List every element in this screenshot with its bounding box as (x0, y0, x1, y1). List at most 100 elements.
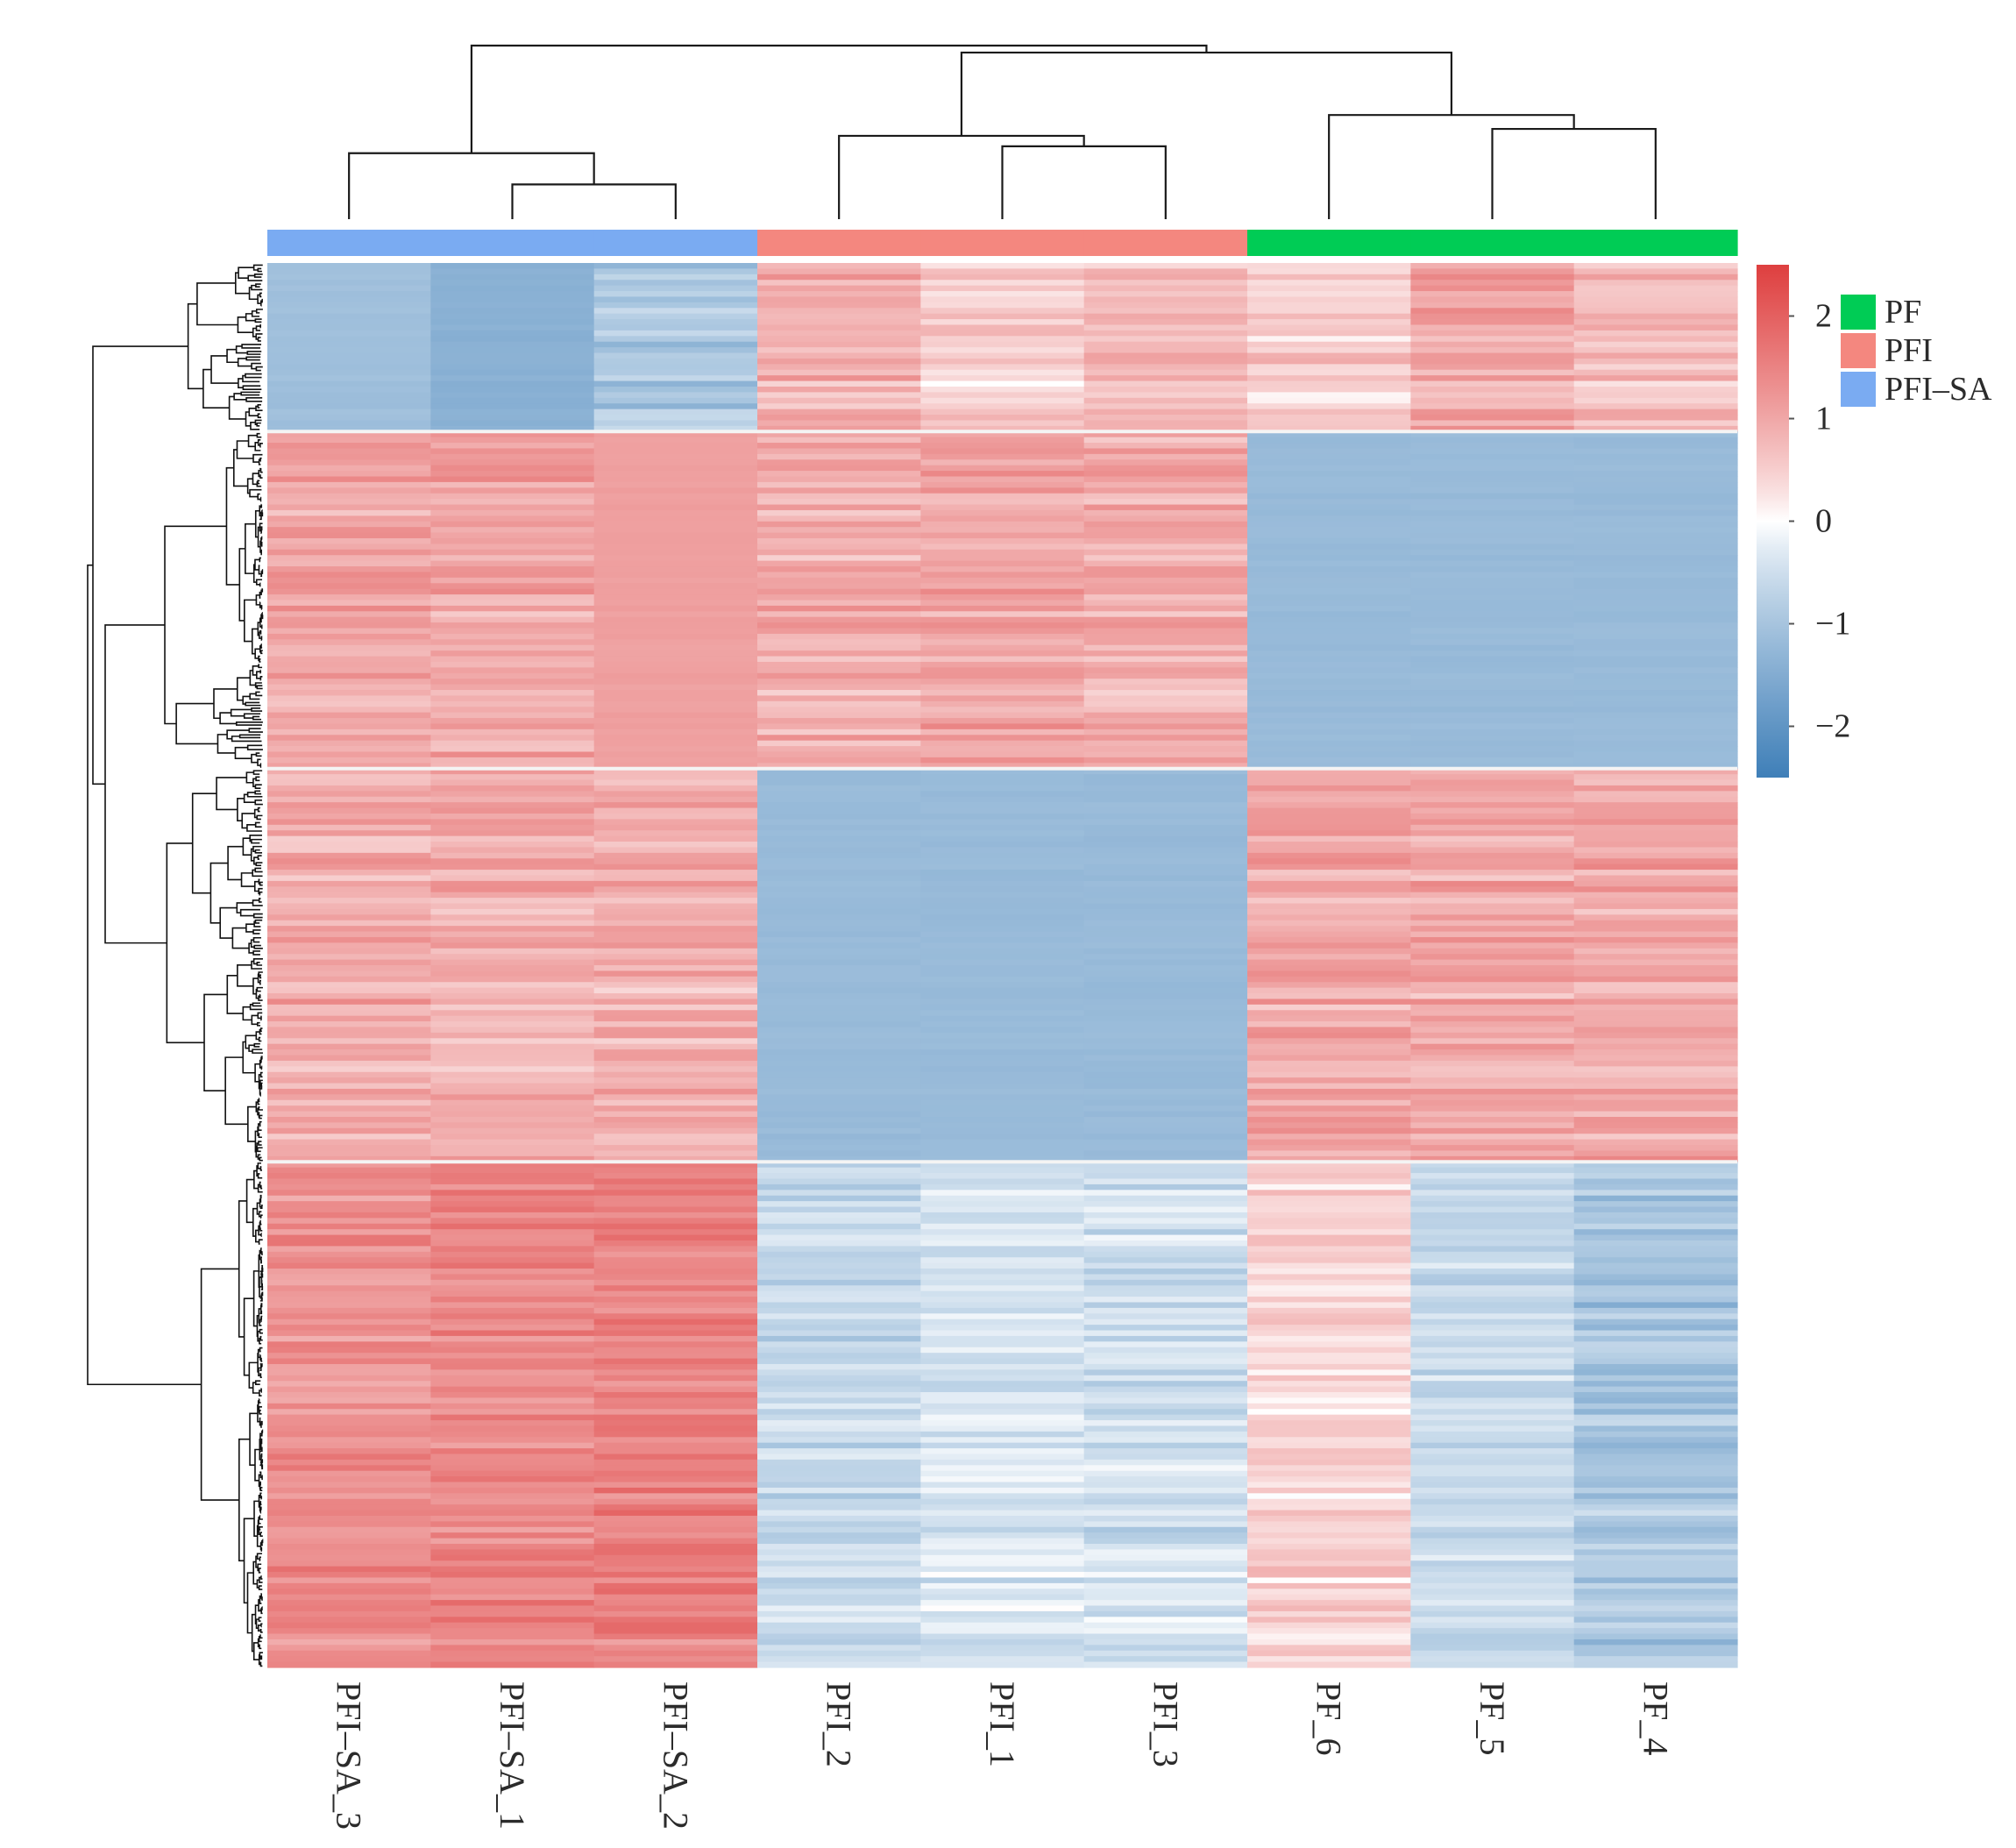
heatmap-cell (1083, 628, 1248, 635)
heatmap-cell (1410, 842, 1575, 849)
heatmap-cell (1083, 1077, 1248, 1084)
heatmap-cell (757, 1454, 921, 1461)
heatmap-cell (920, 302, 1085, 309)
heatmap-cell (1410, 1043, 1575, 1050)
row-dendrogram-branch (243, 1517, 255, 1604)
heatmap-cell (757, 1139, 921, 1146)
heatmap-cell (1247, 493, 1411, 500)
row-dendrogram-branch (258, 1567, 261, 1574)
heatmap-cell (1083, 1661, 1248, 1668)
heatmap-cell (1247, 1032, 1411, 1039)
heatmap-cell (593, 1234, 758, 1241)
heatmap-cell (1573, 1060, 1738, 1067)
heatmap-cell (1410, 707, 1575, 714)
heatmap-cell (757, 1229, 921, 1236)
heatmap-cell (757, 1409, 921, 1416)
heatmap-cell (430, 1605, 595, 1612)
heatmap-cell (267, 1544, 431, 1551)
heatmap-cell (430, 1297, 595, 1304)
heatmap-cell (1083, 443, 1248, 450)
heatmap-cell (1083, 1353, 1248, 1360)
heatmap-cell (1247, 1274, 1411, 1281)
heatmap-cell (430, 1560, 595, 1567)
heatmap-cell (593, 1605, 758, 1612)
heatmap-cell (920, 555, 1085, 562)
heatmap-cell (1410, 802, 1575, 809)
heatmap-cell (1247, 813, 1411, 820)
heatmap-cell (1083, 308, 1248, 315)
heatmap-cell (757, 920, 921, 927)
heatmap-cell (267, 1549, 431, 1556)
row-dendrogram-branch (241, 813, 255, 829)
heatmap-cell (1247, 392, 1411, 399)
heatmap-cell (757, 672, 921, 679)
heatmap-cell (430, 633, 595, 640)
heatmap-cell (430, 611, 595, 618)
heatmap-cell (1083, 880, 1248, 887)
heatmap-cell (757, 903, 921, 910)
heatmap-cell (593, 1183, 758, 1191)
heatmap-cell (1573, 1363, 1738, 1370)
heatmap-cell (430, 1363, 595, 1370)
heatmap-cell (1247, 672, 1411, 679)
heatmap-cell (1573, 280, 1738, 287)
heatmap-cell (1410, 948, 1575, 955)
heatmap-cell (1410, 1442, 1575, 1449)
heatmap-cell (267, 313, 431, 320)
heatmap-cell (1247, 1094, 1411, 1101)
heatmap-cell (1410, 1218, 1575, 1225)
heatmap-cell (757, 740, 921, 747)
heatmap-cell (1247, 1145, 1411, 1152)
heatmap-cell (920, 1229, 1085, 1236)
heatmap-cell (1083, 842, 1248, 849)
heatmap-cell (430, 847, 595, 854)
heatmap-cell (267, 824, 431, 831)
heatmap-cell (267, 870, 431, 877)
heatmap-cell (593, 1532, 758, 1539)
heatmap-cell (1247, 898, 1411, 905)
heatmap-cell (1573, 1465, 1738, 1472)
heatmap-cell (757, 1577, 921, 1584)
heatmap-cell (1410, 274, 1575, 281)
heatmap-cell (920, 459, 1085, 466)
heatmap-cell (267, 560, 431, 567)
heatmap-cell (593, 527, 758, 534)
heatmap-cell (1410, 1032, 1575, 1039)
heatmap-cell (1573, 369, 1738, 376)
row-dendrogram-branch (240, 391, 260, 396)
heatmap-cell (430, 819, 595, 826)
heatmap-cell (430, 1465, 595, 1472)
heatmap-cell (1410, 1297, 1575, 1304)
heatmap-cell (1247, 487, 1411, 494)
row-dendrogram-branch (255, 309, 263, 314)
row-dendrogram-branch (260, 1293, 263, 1301)
row-dendrogram-branch (259, 443, 263, 448)
heatmap-cell (920, 397, 1085, 404)
heatmap-cell (1247, 656, 1411, 663)
heatmap-cell (430, 1482, 595, 1489)
heatmap-cell (267, 1111, 431, 1118)
heatmap-cell (920, 403, 1085, 410)
heatmap-cell (1247, 437, 1411, 444)
heatmap-cell (1083, 1218, 1248, 1225)
heatmap-cell (1573, 459, 1738, 466)
heatmap-cell (430, 1234, 595, 1241)
heatmap-cell (1410, 892, 1575, 899)
heatmap-cell (757, 661, 921, 668)
heatmap-cell (757, 1420, 921, 1427)
heatmap-cell (430, 1515, 595, 1522)
heatmap-cell (757, 1234, 921, 1241)
heatmap-cell (430, 1015, 595, 1022)
column-label: PFI–SA_1 (493, 1681, 532, 1830)
heatmap-cell (593, 437, 758, 444)
heatmap-cell (757, 723, 921, 730)
heatmap-cell (267, 1610, 431, 1617)
heatmap-cell (1083, 403, 1248, 410)
heatmap-cell (267, 1358, 431, 1365)
heatmap-cell (1410, 1229, 1575, 1236)
heatmap-cell (1573, 1269, 1738, 1276)
heatmap-cell (1247, 779, 1411, 786)
heatmap-cell (267, 1600, 431, 1607)
heatmap-cell (1410, 1195, 1575, 1202)
heatmap-cell (1410, 667, 1575, 674)
